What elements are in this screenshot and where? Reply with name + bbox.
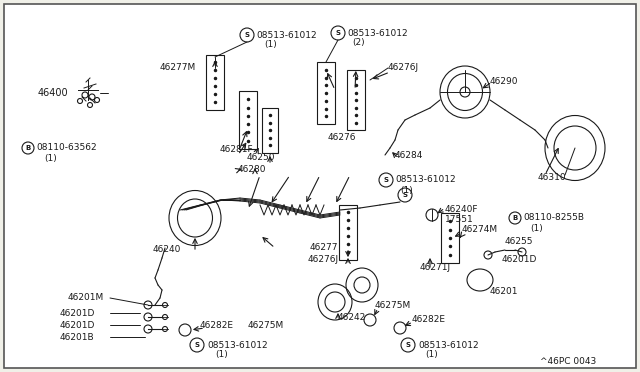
Bar <box>239 91 257 149</box>
Text: 46201D: 46201D <box>502 256 538 264</box>
Text: 46400: 46400 <box>38 88 68 98</box>
Text: 08110-63562: 08110-63562 <box>36 144 97 153</box>
Circle shape <box>331 26 345 40</box>
Text: (1): (1) <box>530 224 543 232</box>
Text: (1): (1) <box>264 39 276 48</box>
Text: 08513-61012: 08513-61012 <box>256 31 317 39</box>
Text: 08513-61012: 08513-61012 <box>395 176 456 185</box>
Text: 46201: 46201 <box>490 288 518 296</box>
Bar <box>206 55 224 109</box>
Text: 46201B: 46201B <box>60 333 95 341</box>
Text: 08513-61012: 08513-61012 <box>347 29 408 38</box>
Text: 46250: 46250 <box>247 154 275 163</box>
Circle shape <box>240 28 254 42</box>
Bar <box>339 205 357 260</box>
Text: 46240: 46240 <box>153 246 181 254</box>
Text: 08513-61012: 08513-61012 <box>418 340 479 350</box>
Text: 17551: 17551 <box>445 215 474 224</box>
Text: 46310: 46310 <box>538 173 566 183</box>
Text: 46276J: 46276J <box>308 256 339 264</box>
Bar <box>262 108 278 153</box>
Text: 46240F: 46240F <box>445 205 479 215</box>
Text: S: S <box>403 192 408 198</box>
Circle shape <box>22 142 34 154</box>
Text: (1): (1) <box>44 154 57 163</box>
Circle shape <box>509 212 521 224</box>
Text: (1): (1) <box>400 186 413 195</box>
Text: 08110-8255B: 08110-8255B <box>523 214 584 222</box>
Text: 46290: 46290 <box>490 77 518 87</box>
Text: 46201D: 46201D <box>60 321 95 330</box>
Text: 46277M: 46277M <box>160 64 196 73</box>
Text: 46255: 46255 <box>505 237 534 247</box>
Text: 46275M: 46275M <box>375 301 412 310</box>
Text: 08513-61012: 08513-61012 <box>207 340 268 350</box>
Text: 46276: 46276 <box>328 134 356 142</box>
Text: 46277: 46277 <box>310 244 339 253</box>
Text: B: B <box>513 215 518 221</box>
Text: 46242: 46242 <box>338 314 366 323</box>
Text: S: S <box>244 32 250 38</box>
Text: ^46PC 0043: ^46PC 0043 <box>540 357 596 366</box>
Text: S: S <box>406 342 410 348</box>
Text: 46281F: 46281F <box>220 145 253 154</box>
Bar <box>317 62 335 124</box>
Bar <box>441 213 459 263</box>
Text: 46284: 46284 <box>395 151 424 160</box>
Text: (1): (1) <box>425 350 438 359</box>
Circle shape <box>398 188 412 202</box>
Circle shape <box>190 338 204 352</box>
Circle shape <box>401 338 415 352</box>
Circle shape <box>379 173 393 187</box>
Text: 46276J: 46276J <box>388 64 419 73</box>
Text: (1): (1) <box>215 350 228 359</box>
Text: (2): (2) <box>352 38 365 46</box>
Text: S: S <box>383 177 388 183</box>
Text: S: S <box>195 342 200 348</box>
Text: 46282E: 46282E <box>412 315 446 324</box>
Text: 46282E: 46282E <box>200 321 234 330</box>
Text: 46280: 46280 <box>238 166 266 174</box>
Text: 46201D: 46201D <box>60 308 95 317</box>
Text: 46275M: 46275M <box>248 321 284 330</box>
Text: S: S <box>335 30 340 36</box>
Text: 46274M: 46274M <box>462 225 498 234</box>
Text: 46271J: 46271J <box>420 263 451 273</box>
Bar <box>347 70 365 130</box>
Text: B: B <box>26 145 31 151</box>
Text: 46201M: 46201M <box>68 294 104 302</box>
